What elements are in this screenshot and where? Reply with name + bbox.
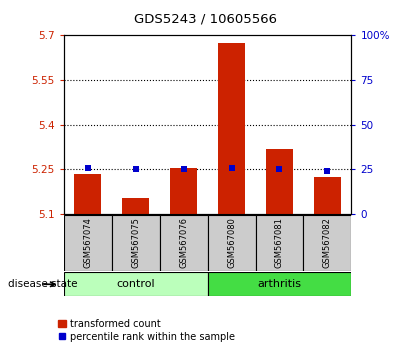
Bar xyxy=(171,168,197,214)
Text: GSM567082: GSM567082 xyxy=(323,217,332,268)
Text: GSM567074: GSM567074 xyxy=(83,217,92,268)
Bar xyxy=(266,149,293,214)
Legend: transformed count, percentile rank within the sample: transformed count, percentile rank withi… xyxy=(54,315,239,346)
Bar xyxy=(303,215,351,271)
Bar xyxy=(64,272,208,296)
Text: arthritis: arthritis xyxy=(257,279,302,289)
Bar xyxy=(218,43,245,214)
Bar xyxy=(208,272,351,296)
Text: control: control xyxy=(116,279,155,289)
Text: GDS5243 / 10605566: GDS5243 / 10605566 xyxy=(134,12,277,25)
Bar xyxy=(122,198,149,214)
Text: disease state: disease state xyxy=(8,279,78,289)
Text: GSM567081: GSM567081 xyxy=(275,217,284,268)
Text: GSM567080: GSM567080 xyxy=(227,217,236,268)
Text: GSM567075: GSM567075 xyxy=(131,217,140,268)
Bar xyxy=(208,215,256,271)
Bar xyxy=(159,215,208,271)
Bar xyxy=(256,215,303,271)
Bar xyxy=(314,177,341,214)
Text: GSM567076: GSM567076 xyxy=(179,217,188,268)
Bar xyxy=(64,215,112,271)
Bar xyxy=(74,174,101,214)
Bar xyxy=(112,215,159,271)
